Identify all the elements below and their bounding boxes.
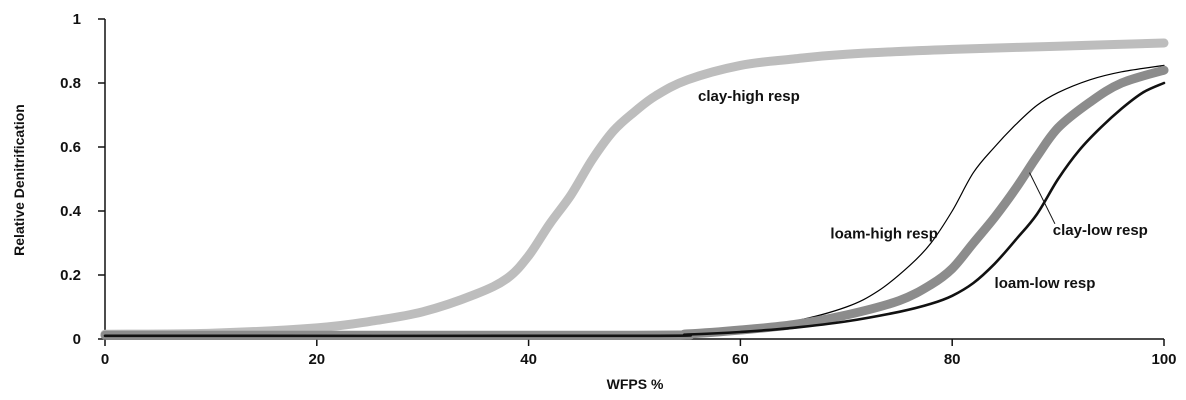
- x-tick-label: 60: [732, 351, 749, 368]
- series-lines: [100, 38, 1169, 340]
- x-tick-label: 80: [944, 351, 961, 368]
- series-labels: clay-high resp loam-high resp clay-low res…: [698, 88, 1148, 292]
- series-line-clay-high-resp: [100, 38, 1169, 339]
- axes: 0 0.2 0.4 0.6 0.8 1 0 20 40 60 80 100: [60, 11, 1176, 368]
- y-tick-label: 1: [73, 11, 81, 28]
- x-tick-label: 100: [1151, 351, 1176, 368]
- y-tick-label: 0.8: [60, 75, 81, 92]
- x-axis-title: WFPS %: [607, 376, 664, 392]
- series-label-clay-high-resp: clay-high resp: [698, 88, 800, 105]
- clay-low-resp-leader: [1029, 172, 1056, 225]
- y-axis-title: Relative Denitrification: [11, 104, 27, 256]
- y-tick-label: 0: [73, 331, 81, 348]
- y-tick-label: 0.2: [60, 267, 81, 284]
- x-tick-label: 0: [101, 351, 109, 368]
- x-tick-label: 20: [308, 351, 325, 368]
- series-label-loam-low-resp: loam-low resp: [995, 275, 1096, 292]
- x-tick-label: 40: [520, 351, 537, 368]
- series-label-loam-high-resp: loam-high resp: [830, 225, 938, 242]
- series-line-loam-low-resp: [103, 81, 1166, 338]
- y-tick-label: 0.6: [60, 139, 81, 156]
- series-label-clay-low-resp: clay-low resp: [1053, 222, 1148, 239]
- y-tick-label: 0.4: [60, 203, 82, 220]
